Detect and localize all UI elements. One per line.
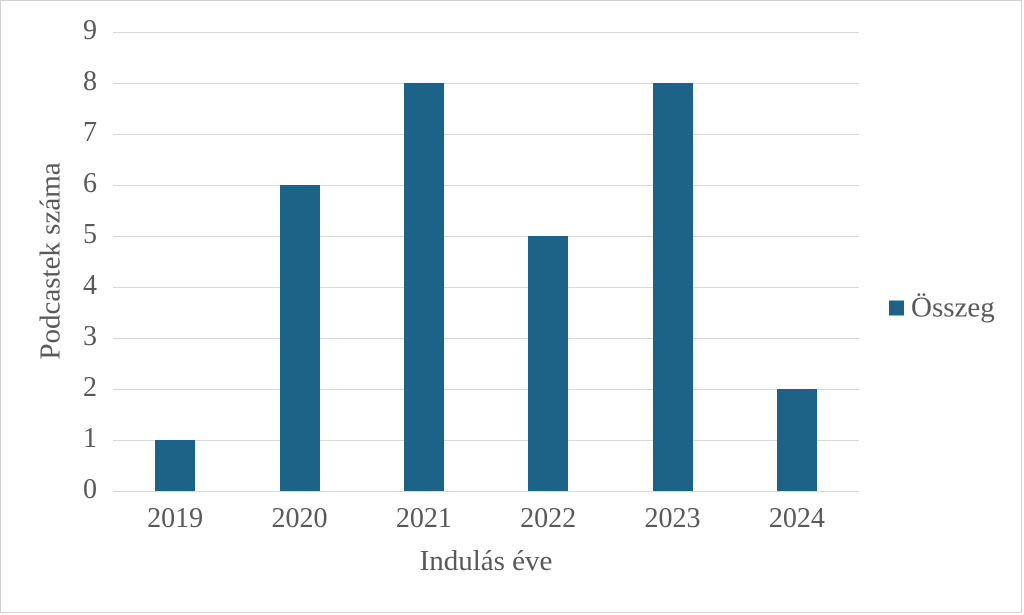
gridline bbox=[113, 440, 859, 441]
bar-2020 bbox=[279, 185, 320, 491]
y-tick-label: 3 bbox=[83, 320, 97, 352]
gridline bbox=[113, 338, 859, 339]
y-tick-label: 2 bbox=[83, 371, 97, 403]
y-tick-label: 7 bbox=[83, 116, 97, 148]
plot-area bbox=[113, 32, 859, 492]
y-tick-label: 5 bbox=[83, 218, 97, 250]
bar-2021 bbox=[403, 83, 444, 491]
gridline bbox=[113, 134, 859, 135]
x-tick-label: 2019 bbox=[147, 503, 204, 534]
y-tick-label: 4 bbox=[83, 269, 97, 301]
gridline bbox=[113, 83, 859, 84]
gridline bbox=[113, 491, 859, 492]
gridline bbox=[113, 236, 859, 237]
bar-2019 bbox=[155, 440, 196, 491]
gridline bbox=[113, 287, 859, 288]
bar-2022 bbox=[528, 236, 569, 491]
x-tick-label: 2020 bbox=[271, 503, 328, 534]
legend: Összeg bbox=[889, 291, 995, 324]
x-tick-label: 2023 bbox=[644, 503, 701, 534]
x-axis-title: Indulás éve bbox=[419, 545, 553, 577]
y-tick-label: 0 bbox=[83, 473, 97, 505]
y-tick-label: 8 bbox=[83, 65, 97, 97]
x-tick-label: 2021 bbox=[395, 503, 452, 534]
bar-2023 bbox=[652, 83, 693, 491]
gridline bbox=[113, 32, 859, 33]
x-tick-label: 2022 bbox=[520, 503, 577, 534]
legend-label: Összeg bbox=[911, 291, 995, 324]
y-tick-label: 6 bbox=[83, 167, 97, 199]
legend-marker-icon bbox=[889, 300, 904, 316]
gridline bbox=[113, 185, 859, 186]
y-tick-label: 1 bbox=[83, 422, 97, 454]
bar-2024 bbox=[776, 389, 817, 491]
x-tick-label: 2024 bbox=[768, 503, 825, 534]
gridline bbox=[113, 389, 859, 390]
y-tick-label: 9 bbox=[83, 14, 97, 46]
